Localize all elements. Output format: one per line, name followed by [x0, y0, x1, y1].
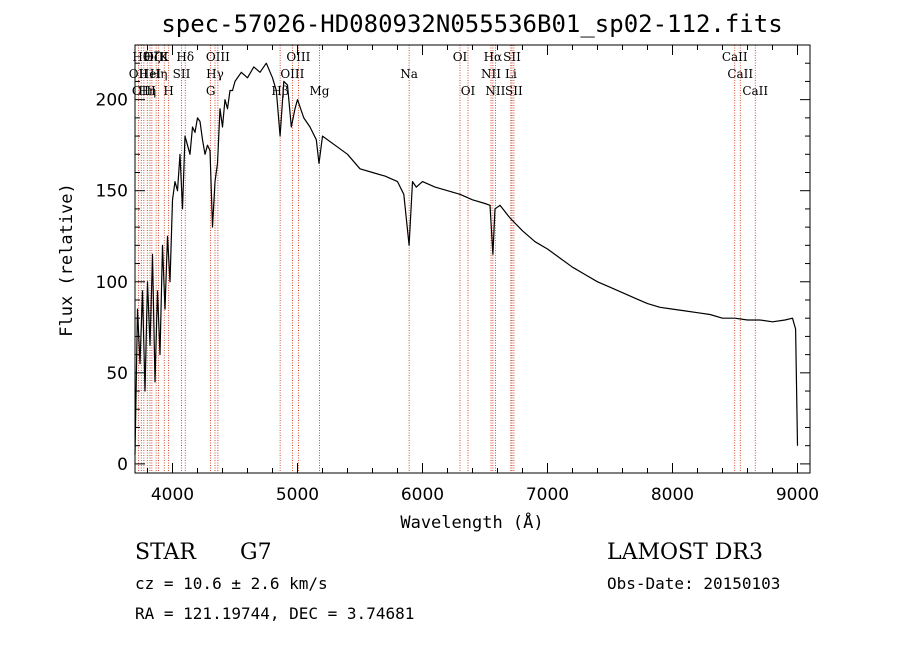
line-label-2: OIII — [132, 84, 156, 98]
y-tick-label-1: 50 — [106, 364, 128, 384]
survey-name: LAMOST DR3 — [607, 540, 763, 565]
line-label-4: HeI — [139, 67, 162, 81]
y-tick-label-4: 200 — [96, 91, 128, 111]
line-label-9: H — [163, 84, 173, 98]
plot-frame — [134, 44, 811, 474]
x-tick-label-4: 8000 — [651, 485, 694, 505]
x-tick-label-3: 7000 — [526, 485, 569, 505]
line-label-8: K — [160, 50, 170, 64]
observation-date: Obs-Date: 20150103 — [607, 574, 781, 593]
x-axis-label: Wavelength (Å) — [400, 511, 543, 533]
line-label-27: SII — [505, 84, 523, 98]
line-label-17: OIII — [286, 50, 310, 64]
line-label-13: Hγ — [206, 67, 224, 81]
spectral-line-markers — [137, 45, 756, 473]
spectrum-series-line — [134, 62, 799, 455]
line-label-15: Hβ — [271, 84, 288, 98]
line-label-28: CaII — [722, 50, 748, 64]
y-tick-label-0: 0 — [117, 455, 128, 475]
line-label-5: Hζ — [143, 50, 160, 64]
line-label-25: Li — [505, 67, 517, 81]
line-label-19: Na — [400, 67, 418, 81]
line-label-6: OIII — [144, 50, 168, 64]
y-tick-label-2: 100 — [96, 273, 128, 293]
line-label-21: OI — [461, 84, 476, 98]
object-class: STAR — [135, 540, 196, 565]
line-label-14: OIII — [206, 50, 230, 64]
y-axis-label: Flux (relative) — [57, 183, 77, 337]
x-tick-label-0: 4000 — [151, 485, 194, 505]
line-label-7: Hη — [150, 67, 168, 81]
coordinates: RA = 121.19744, DEC = 3.74681 — [135, 604, 415, 623]
line-label-26: SII — [503, 50, 521, 64]
x-tick-label-1: 5000 — [276, 485, 319, 505]
line-label-20: OI — [453, 50, 468, 64]
x-axis-ticks: 4000 5000 6000 7000 8000 9000 — [147, 45, 819, 505]
line-label-18: Mg — [310, 84, 330, 98]
object-subclass: G7 — [240, 540, 272, 565]
x-tick-label-5: 9000 — [776, 485, 819, 505]
x-tick-label-2: 6000 — [401, 485, 444, 505]
line-label-29: CaII — [727, 67, 753, 81]
y-tick-label-3: 150 — [96, 182, 128, 202]
line-label-1: Hθ — [132, 50, 150, 64]
y-axis-ticks: 0 50 100 150 200 — [96, 62, 810, 475]
line-label-24: NII — [485, 84, 505, 98]
redshift-velocity: cz = 10.6 ± 2.6 km/s — [135, 574, 328, 593]
line-label-23: Hα — [484, 50, 503, 64]
line-label-16: OIII — [280, 67, 304, 81]
line-label-0: OII — [129, 67, 149, 81]
line-label-10: SII — [173, 67, 191, 81]
chart-title: spec-57026-HD080932N055536B01_sp02-112.f… — [161, 10, 782, 38]
line-label-22: NII — [481, 67, 501, 81]
line-label-30: CaII — [742, 84, 768, 98]
line-label-11: Hδ — [176, 50, 194, 64]
line-label-12: G — [206, 84, 216, 98]
spectral-line-labels: OIIHθOIIIHηHeIHζOIIIHηKHSIIHδGHγOIIIHβOI… — [129, 50, 769, 98]
line-label-3: Hη — [138, 84, 156, 98]
